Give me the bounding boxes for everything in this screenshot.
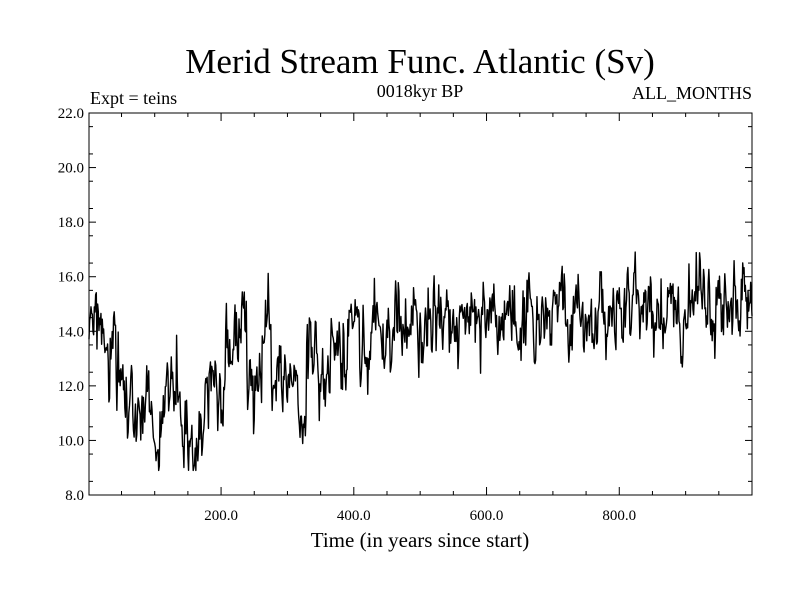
months-label: ALL_MONTHS [632, 83, 752, 103]
x-tick-label: 600.0 [470, 508, 504, 524]
period-label: 0018kyr BP [377, 81, 464, 101]
y-tick-label: 22.0 [58, 106, 84, 122]
y-tick-label: 8.0 [65, 488, 84, 504]
experiment-label: Expt = teins [90, 88, 177, 108]
x-tick-label: 400.0 [337, 508, 371, 524]
chart-title: Merid Stream Func. Atlantic (Sv) [185, 42, 655, 81]
y-axis-tick-labels: 8.0 10.0 12.0 14.0 16.0 18.0 20.0 22.0 [58, 106, 84, 504]
y-tick-label: 14.0 [58, 324, 84, 340]
y-axis-ticks [89, 112, 752, 496]
x-axis-ticks [121, 113, 720, 495]
x-tick-label: 200.0 [204, 508, 238, 524]
x-tick-label: 800.0 [602, 508, 636, 524]
y-tick-label: 12.0 [58, 379, 84, 395]
y-tick-label: 10.0 [58, 433, 84, 449]
x-axis-label: Time (in years since start) [311, 528, 530, 552]
plot-frame [88, 112, 753, 496]
y-tick-label: 20.0 [58, 161, 84, 177]
series-line-atlantic-overturning [88, 251, 753, 472]
x-axis-tick-labels: 200.0 400.0 600.0 800.0 [204, 508, 636, 524]
y-tick-label: 16.0 [58, 270, 84, 286]
y-tick-label: 18.0 [58, 215, 84, 231]
